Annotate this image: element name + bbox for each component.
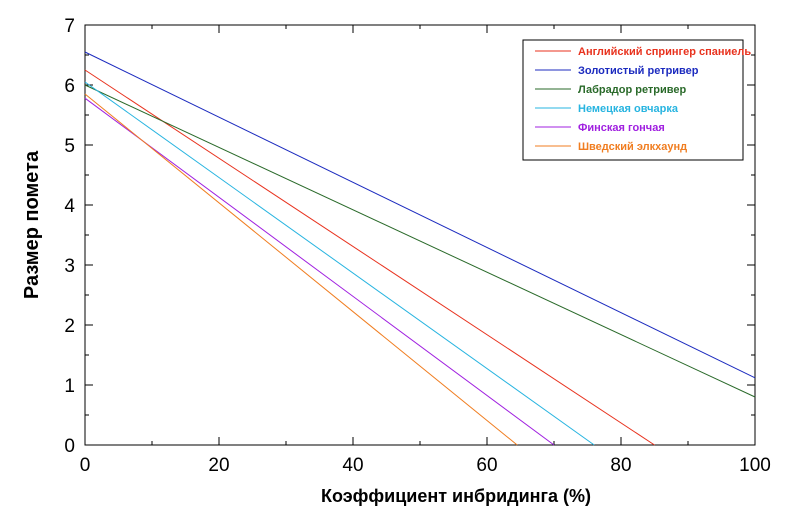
legend-box xyxy=(522,39,744,161)
x-tick-label: 40 xyxy=(342,455,363,476)
legend-label: Английский спрингер спаниель xyxy=(578,46,751,58)
y-tick-label: 6 xyxy=(64,76,75,97)
x-tick-label: 20 xyxy=(208,455,229,476)
y-tick-label: 0 xyxy=(64,436,75,457)
series-line xyxy=(84,93,518,446)
x-axis-title: Коэффициент инбридинга (%) xyxy=(321,486,591,506)
series-line xyxy=(84,97,555,446)
x-tick-label: 80 xyxy=(610,455,631,476)
x-tick-label: 60 xyxy=(476,455,497,476)
series-line xyxy=(84,51,756,379)
y-tick-label: 1 xyxy=(64,376,75,397)
x-tick-label: 0 xyxy=(80,455,91,476)
legend-label: Финская гончая xyxy=(578,122,665,134)
y-tick-label: 7 xyxy=(64,16,75,37)
legend-label: Лабрадор ретривер xyxy=(578,84,687,96)
y-tick-label: 5 xyxy=(64,136,75,157)
y-tick-label: 3 xyxy=(64,256,75,277)
legend-label: Шведский элкхаунд xyxy=(578,141,687,153)
series-line xyxy=(84,81,595,446)
series-line xyxy=(84,69,655,446)
legend-label: Золотистый ретривер xyxy=(578,65,699,77)
legend-label: Немецкая овчарка xyxy=(578,103,679,115)
x-tick-label: 100 xyxy=(739,455,771,476)
y-tick-label: 2 xyxy=(64,316,75,337)
series-line xyxy=(84,84,756,398)
y-axis-title: Размер помета xyxy=(21,150,43,299)
y-tick-label: 4 xyxy=(64,196,75,217)
